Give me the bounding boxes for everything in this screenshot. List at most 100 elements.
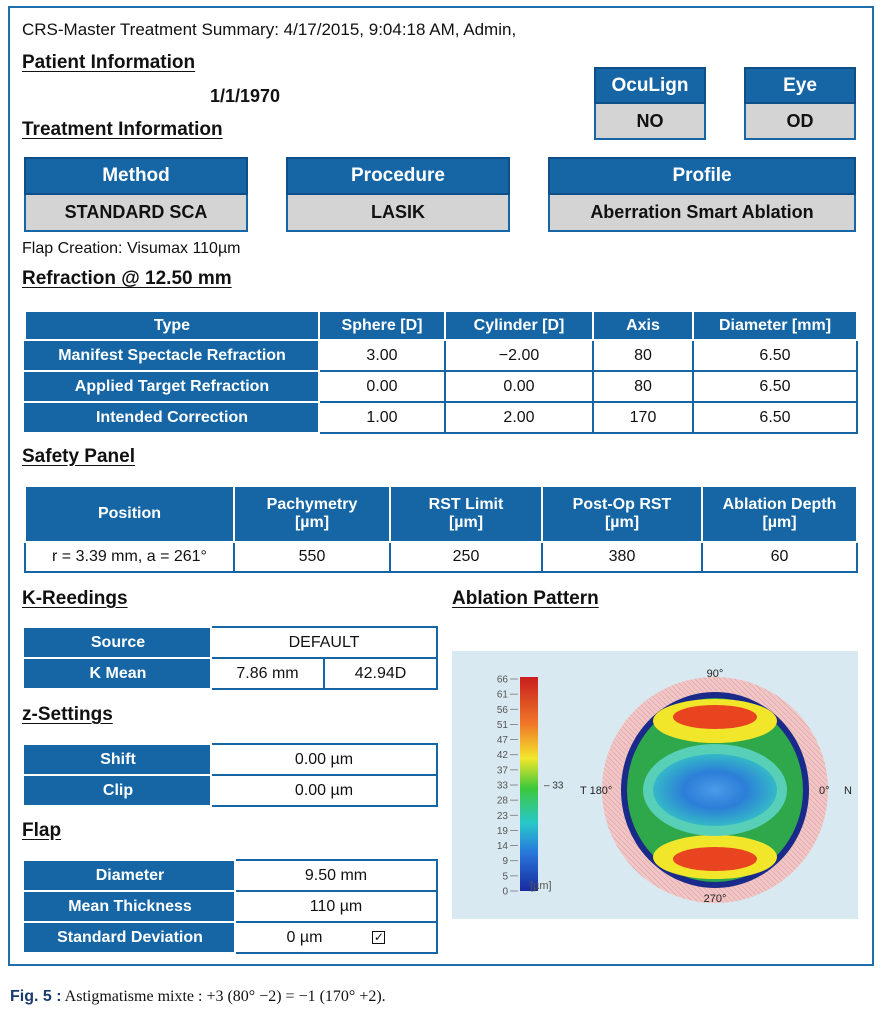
scale-tick-label: 28 <box>497 796 509 807</box>
caption-label: Fig. 5 : <box>10 988 62 1005</box>
col-type: Type <box>24 310 320 341</box>
treatment-info-title: Treatment Information <box>22 119 223 140</box>
scale-tick-label: 33 <box>497 781 509 792</box>
scale-tick-label: 66 <box>497 675 509 686</box>
col-ablation-depth: Ablation Depth [µm] <box>701 485 858 543</box>
flap-creation: Flap Creation: Visumax 110µm <box>22 240 241 257</box>
flap-table: Diameter 9.50 mm Mean Thickness 110 µm S… <box>24 859 438 954</box>
table-row: Clip 0.00 µm <box>24 774 438 807</box>
k-readings-title: K-Reedings <box>22 588 128 609</box>
row-label: Mean Thickness <box>24 890 236 923</box>
scale-tick-label: 0 <box>502 887 508 898</box>
refraction-title: Refraction @ 12.50 mm <box>22 268 232 289</box>
table-row: Manifest Spectacle Refraction 3.00 −2.00… <box>24 339 858 372</box>
scale-unit: [µm] <box>530 880 552 892</box>
scale-marker-label: – 33 <box>544 781 564 792</box>
col-position: Position <box>24 485 235 543</box>
oculign-label: OcuLign <box>594 67 706 104</box>
label-0deg: 0° <box>819 785 830 797</box>
col-cylinder: Cylinder [D] <box>444 310 594 341</box>
cell: 380 <box>541 541 703 573</box>
rst-limit-label: RST Limit <box>428 496 504 513</box>
cell: 170 <box>592 401 694 434</box>
profile-label: Profile <box>548 157 856 195</box>
row-label: Clip <box>24 774 212 807</box>
scale-tick-label: 42 <box>497 750 509 761</box>
cell: 0.00 µm <box>210 743 438 776</box>
patient-info-title: Patient Information <box>22 52 196 73</box>
refraction-header-row: Type Sphere [D] Cylinder [D] Axis Diamet… <box>24 310 858 341</box>
pachymetry-label: Pachymetry <box>266 496 358 513</box>
safety-header-row: Position Pachymetry [µm] RST Limit [µm] Po… <box>24 485 858 543</box>
ablation-pattern-map: 66 61 56 51 47 42 37 33 – 33 28 23 19 14 9 5 0 [µm] 90°… <box>497 668 852 905</box>
cell: 110 µm <box>234 890 438 923</box>
color-scale-bar <box>520 677 538 891</box>
sd-value: 0 µm <box>286 928 323 946</box>
cell: 550 <box>233 541 391 573</box>
eye-label: Eye <box>744 67 856 104</box>
cell: −2.00 <box>444 339 594 372</box>
safety-table: Position Pachymetry [µm] RST Limit [µm] Po… <box>24 485 858 573</box>
procedure-value: LASIK <box>286 195 510 232</box>
col-pachymetry: Pachymetry [µm] <box>233 485 391 543</box>
cell: 6.50 <box>692 370 858 403</box>
safety-panel-title: Safety Panel <box>22 446 135 467</box>
profile-value: Aberration Smart Ablation <box>548 195 856 232</box>
table-row: Intended Correction 1.00 2.00 170 6.50 <box>24 401 858 434</box>
scale-tick-label: 23 <box>497 811 509 822</box>
label-nasal: N <box>844 785 852 797</box>
cell: 2.00 <box>444 401 594 434</box>
oculign-tile: OcuLign NO <box>594 67 706 140</box>
cell: r = 3.39 mm, a = 261° <box>24 541 235 573</box>
cell: 80 <box>592 370 694 403</box>
col-diameter: Diameter [mm] <box>692 310 858 341</box>
table-row: Mean Thickness 110 µm <box>24 890 438 923</box>
scale-tick-label: 37 <box>497 765 509 776</box>
eye-tile: Eye OD <box>744 67 856 140</box>
procedure-label: Procedure <box>286 157 510 195</box>
label-90deg: 90° <box>707 668 724 680</box>
row-label: Applied Target Refraction <box>24 370 320 403</box>
col-postop-rst: Post-Op RST [µm] <box>541 485 703 543</box>
central-zone <box>653 754 777 826</box>
scale-tick-label: 14 <box>497 841 509 852</box>
row-label: K Mean <box>24 657 212 690</box>
cell: 0.00 <box>444 370 594 403</box>
scale-tick-label: 9 <box>502 856 508 867</box>
row-label: Standard Deviation <box>24 921 236 954</box>
col-sphere: Sphere [D] <box>318 310 446 341</box>
label-180deg: T 180° <box>580 785 612 797</box>
summary-header: CRS-Master Treatment Summary: 4/17/2015,… <box>22 20 517 39</box>
table-row: Diameter 9.50 mm <box>24 859 438 892</box>
z-settings-table: Shift 0.00 µm Clip 0.00 µm <box>24 743 438 807</box>
cell: 0.00 µm <box>210 774 438 807</box>
ablation-depth-label: Ablation Depth <box>722 496 837 513</box>
unit-label: [µm] <box>762 514 797 531</box>
scale-tick-label: 56 <box>497 705 509 716</box>
table-row: Source DEFAULT <box>24 626 439 659</box>
oculign-value: NO <box>594 104 706 140</box>
color-scale-ticks: 66 61 56 51 47 42 37 33 – 33 28 23 19 14 9 5 0 <box>497 675 564 898</box>
ablation-pattern-title: Ablation Pattern <box>452 588 599 609</box>
eye-value: OD <box>744 104 856 140</box>
figure-caption: Fig. 5 : Astigmatisme mixte : +3 (80° −2… <box>10 988 386 1006</box>
k-readings-table: Source DEFAULT K Mean 7.86 mm 42.94D <box>24 626 439 690</box>
sd-checkbox[interactable]: ✓ <box>372 929 386 944</box>
refraction-table: Type Sphere [D] Cylinder [D] Axis Diamet… <box>24 310 858 434</box>
cell: DEFAULT <box>209 626 439 659</box>
cell: 9.50 mm <box>234 859 438 892</box>
cell: 0 µm ✓ <box>234 921 438 954</box>
cell: 1.00 <box>318 401 446 434</box>
unit-label: [µm] <box>294 514 330 531</box>
cell: 6.50 <box>692 401 858 434</box>
unit-label: [µm] <box>604 514 640 531</box>
ablation-peak-bottom <box>673 847 757 871</box>
procedure-tile: Procedure LASIK <box>286 157 510 232</box>
table-row: K Mean 7.86 mm 42.94D <box>24 657 439 690</box>
table-row: Standard Deviation 0 µm ✓ <box>24 921 438 954</box>
row-label: Manifest Spectacle Refraction <box>24 339 320 372</box>
patient-dob: 1/1/1970 <box>210 86 281 106</box>
postop-rst-label: Post-Op RST <box>572 496 672 513</box>
cell: 60 <box>701 541 858 573</box>
method-value: STANDARD SCA <box>24 195 248 232</box>
